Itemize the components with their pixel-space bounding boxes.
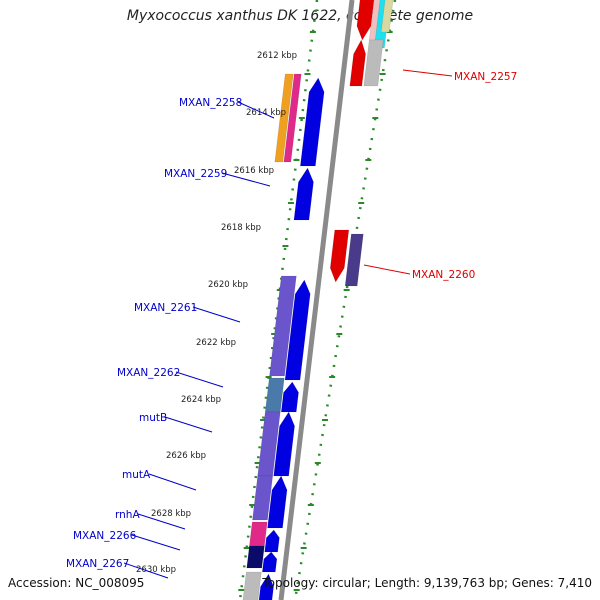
inner-tick-ring <box>238 0 319 600</box>
leader-line <box>221 172 271 187</box>
leader-line <box>131 534 181 551</box>
gene-mxan-2260-purple <box>344 233 364 287</box>
gene-label-left: rnhA <box>115 509 140 521</box>
gene-label-left: MXAN_2258 <box>179 97 242 109</box>
leader-line <box>402 69 453 77</box>
scale-tick-label: 2630 kbp <box>136 565 176 575</box>
scale-tick-label: 2612 kbp <box>257 51 297 61</box>
scale-tick-label: 2618 kbp <box>221 223 261 233</box>
gene-rnha-blue <box>264 529 280 553</box>
gene-mxan-2262-blue <box>280 381 299 413</box>
gene-mxan-2261-blue <box>284 279 311 381</box>
gene-mxan-2258-pink <box>283 73 302 163</box>
gene-label-left: MXAN_2261 <box>134 302 197 314</box>
gene-top-red <box>356 0 375 41</box>
leader-line <box>192 306 241 323</box>
gene-muta-purple <box>252 475 274 521</box>
gene-mxan-2260-red <box>329 229 350 283</box>
scale-tick-label: 2622 kbp <box>196 338 236 348</box>
gene-label-right: MXAN_2257 <box>454 71 517 83</box>
gene-mxan-2266-navy <box>246 545 265 569</box>
gene-label-left: mutA <box>122 469 151 481</box>
gene-mutb-blue <box>273 411 295 477</box>
scale-tick-label: 2624 kbp <box>181 395 221 405</box>
leader-line <box>363 264 411 275</box>
scale-tick-label: 2620 kbp <box>208 280 248 290</box>
gene-mxan-2258-orange <box>274 73 294 163</box>
gene-top-khaki <box>380 0 394 33</box>
gene-rnha-pink <box>249 521 268 547</box>
genome-backbone <box>278 0 355 600</box>
scale-tick-label: 2616 kbp <box>234 166 274 176</box>
scale-tick-label: 2614 kbp <box>246 108 286 118</box>
leader-line <box>123 562 169 579</box>
gene-mxan-2267-blue <box>258 573 274 600</box>
leader-line <box>148 473 197 491</box>
gene-label-right: MXAN_2260 <box>412 269 475 281</box>
topology-text: Topology: circular; Length: 9,139,763 bp… <box>262 576 592 590</box>
gene-label-left: MXAN_2259 <box>164 168 227 180</box>
gene-mxan-2267-grey <box>242 571 262 600</box>
scale-tick-label: 2626 kbp <box>166 451 206 461</box>
gene-label-left: MXAN_2266 <box>73 530 137 542</box>
gene-label-left: MXAN_2262 <box>117 367 180 379</box>
gene-mxan-2257-red <box>349 39 366 87</box>
gene-label-left: mutB <box>139 412 167 424</box>
gene-mxan-2257-grey <box>363 39 384 87</box>
gene-muta-blue <box>267 475 288 529</box>
gene-label-left: MXAN_2267 <box>66 558 129 570</box>
leader-line <box>237 101 275 119</box>
outer-tick-ring <box>293 0 397 600</box>
gene-mxan-2266-blue <box>261 551 278 573</box>
leader-line <box>137 513 186 530</box>
accession-text: Accession: NC_008095 <box>8 576 145 590</box>
gene-mxan-2259 <box>293 167 314 221</box>
scale-tick-label: 2628 kbp <box>151 509 191 519</box>
gene-mxan-2258-blue <box>300 77 325 167</box>
gene-mxan-2262-steel <box>264 377 285 413</box>
gene-mxan-2261-purple <box>269 275 297 377</box>
leader-line <box>175 371 224 388</box>
leader-line <box>164 416 213 433</box>
